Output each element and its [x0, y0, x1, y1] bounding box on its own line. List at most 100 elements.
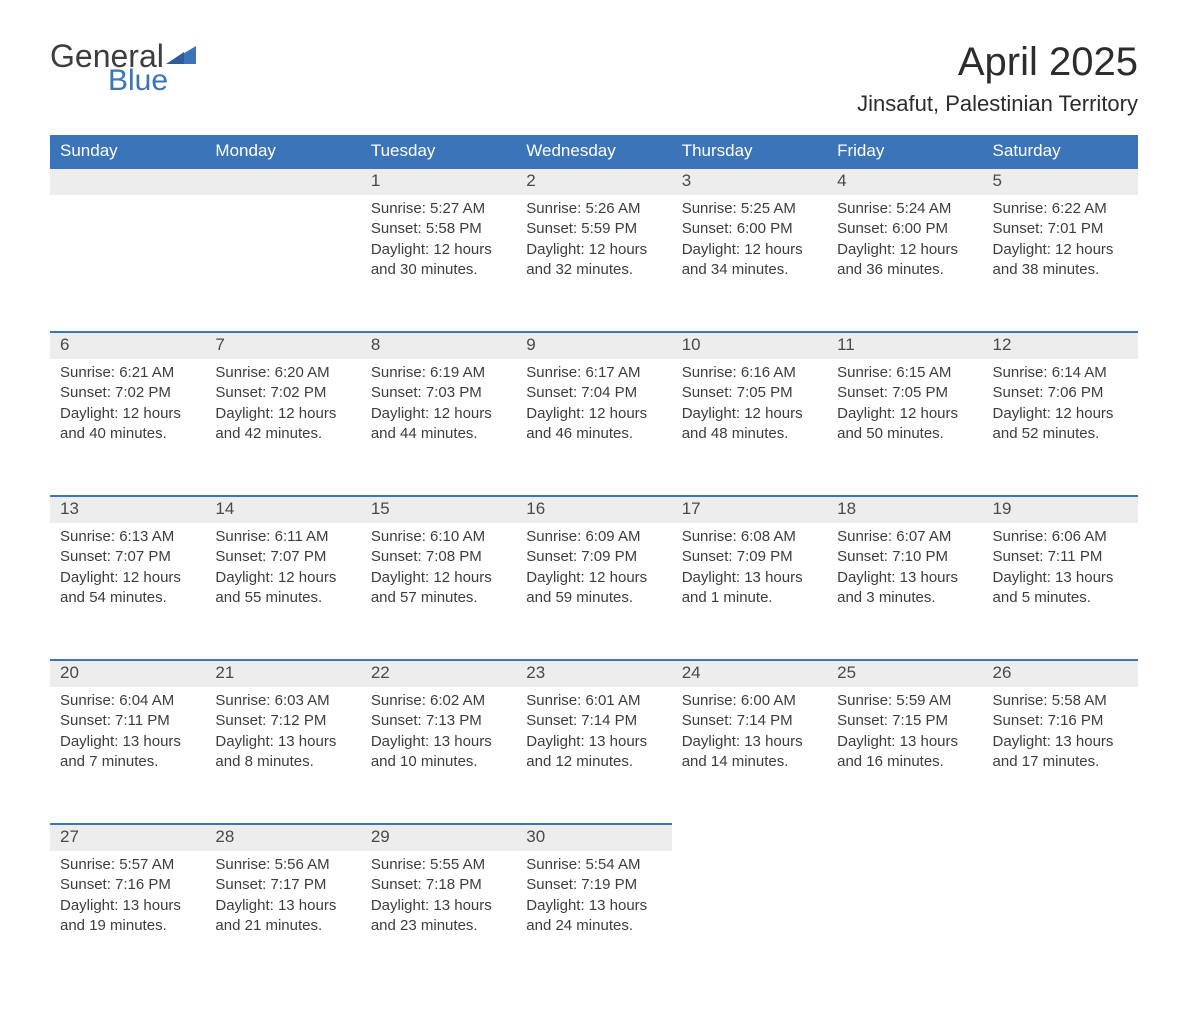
weekday-header: Sunday	[50, 135, 205, 167]
day-content: Sunrise: 6:10 AMSunset: 7:08 PMDaylight:…	[361, 523, 516, 622]
day-number: 17	[672, 495, 827, 523]
daylight-line: Daylight: 13 hours and 16 minutes.	[837, 732, 972, 773]
sunrise-line: Sunrise: 5:26 AM	[526, 199, 661, 219]
day-cell: Sunrise: 6:10 AMSunset: 7:08 PMDaylight:…	[361, 523, 516, 659]
daylight-line: Daylight: 12 hours and 40 minutes.	[60, 404, 195, 445]
day-number: 7	[205, 331, 360, 359]
sunrise-line: Sunrise: 5:24 AM	[837, 199, 972, 219]
sunset-line: Sunset: 7:11 PM	[60, 711, 195, 731]
sunrise-line: Sunrise: 6:17 AM	[526, 363, 661, 383]
day-content: Sunrise: 6:22 AMSunset: 7:01 PMDaylight:…	[983, 195, 1138, 294]
day-content: Sunrise: 5:26 AMSunset: 5:59 PMDaylight:…	[516, 195, 671, 294]
day-content: Sunrise: 6:03 AMSunset: 7:12 PMDaylight:…	[205, 687, 360, 786]
day-content: Sunrise: 6:14 AMSunset: 7:06 PMDaylight:…	[983, 359, 1138, 458]
day-content: Sunrise: 5:55 AMSunset: 7:18 PMDaylight:…	[361, 851, 516, 950]
day-number: 29	[361, 823, 516, 851]
day-cell: Sunrise: 6:11 AMSunset: 7:07 PMDaylight:…	[205, 523, 360, 659]
sunrise-line: Sunrise: 6:20 AM	[215, 363, 350, 383]
week-daynum-row: 12345	[50, 167, 1138, 195]
sunrise-line: Sunrise: 5:56 AM	[215, 855, 350, 875]
day-number-empty	[672, 823, 827, 849]
daylight-line: Daylight: 12 hours and 50 minutes.	[837, 404, 972, 445]
day-cell: Sunrise: 6:06 AMSunset: 7:11 PMDaylight:…	[983, 523, 1138, 659]
sunrise-line: Sunrise: 6:04 AM	[60, 691, 195, 711]
sunrise-line: Sunrise: 6:09 AM	[526, 527, 661, 547]
day-cell	[672, 851, 827, 987]
sunset-line: Sunset: 7:19 PM	[526, 875, 661, 895]
daylight-line: Daylight: 12 hours and 48 minutes.	[682, 404, 817, 445]
day-content: Sunrise: 6:21 AMSunset: 7:02 PMDaylight:…	[50, 359, 205, 458]
sunrise-line: Sunrise: 6:21 AM	[60, 363, 195, 383]
sunset-line: Sunset: 7:03 PM	[371, 383, 506, 403]
week-content-row: Sunrise: 6:04 AMSunset: 7:11 PMDaylight:…	[50, 687, 1138, 823]
daylight-line: Daylight: 12 hours and 44 minutes.	[371, 404, 506, 445]
sunrise-line: Sunrise: 5:57 AM	[60, 855, 195, 875]
day-number: 19	[983, 495, 1138, 523]
daylight-line: Daylight: 12 hours and 46 minutes.	[526, 404, 661, 445]
day-cell: Sunrise: 6:04 AMSunset: 7:11 PMDaylight:…	[50, 687, 205, 823]
daylight-line: Daylight: 13 hours and 3 minutes.	[837, 568, 972, 609]
day-content: Sunrise: 6:15 AMSunset: 7:05 PMDaylight:…	[827, 359, 982, 458]
daylight-line: Daylight: 13 hours and 24 minutes.	[526, 896, 661, 937]
day-number: 14	[205, 495, 360, 523]
day-cell: Sunrise: 5:56 AMSunset: 7:17 PMDaylight:…	[205, 851, 360, 987]
sunrise-line: Sunrise: 6:07 AM	[837, 527, 972, 547]
sunset-line: Sunset: 7:09 PM	[682, 547, 817, 567]
sunrise-line: Sunrise: 5:55 AM	[371, 855, 506, 875]
sunrise-line: Sunrise: 6:08 AM	[682, 527, 817, 547]
day-cell: Sunrise: 5:58 AMSunset: 7:16 PMDaylight:…	[983, 687, 1138, 823]
sunrise-line: Sunrise: 6:02 AM	[371, 691, 506, 711]
weekday-header: Wednesday	[516, 135, 671, 167]
sunrise-line: Sunrise: 5:58 AM	[993, 691, 1128, 711]
day-content: Sunrise: 6:13 AMSunset: 7:07 PMDaylight:…	[50, 523, 205, 622]
week-content-row: Sunrise: 6:21 AM Sunset: 7:02 PM Daylight:…	[50, 359, 1138, 495]
day-number: 21	[205, 659, 360, 687]
day-content: Sunrise: 5:58 AMSunset: 7:16 PMDaylight:…	[983, 687, 1138, 786]
brand-triangle-icon	[166, 44, 196, 68]
sunset-line: Sunset: 7:04 PM	[526, 383, 661, 403]
sunset-line: Sunset: 7:15 PM	[837, 711, 972, 731]
day-cell: Sunrise: 5:24 AMSunset: 6:00 PMDaylight:…	[827, 195, 982, 331]
day-number: 25	[827, 659, 982, 687]
daylight-line: Daylight: 13 hours and 8 minutes.	[215, 732, 350, 773]
sunset-line: Sunset: 7:09 PM	[526, 547, 661, 567]
brand-logo: General Blue	[50, 40, 196, 96]
day-content: Sunrise: 6:06 AMSunset: 7:11 PMDaylight:…	[983, 523, 1138, 622]
daylight-line: Daylight: 13 hours and 7 minutes.	[60, 732, 195, 773]
day-number: 18	[827, 495, 982, 523]
day-cell: Sunrise: 6:08 AMSunset: 7:09 PMDaylight:…	[672, 523, 827, 659]
week-content-row: Sunrise: 6:13 AMSunset: 7:07 PMDaylight:…	[50, 523, 1138, 659]
sunrise-line: Sunrise: 6:14 AM	[993, 363, 1128, 383]
sunset-line: Sunset: 7:02 PM	[215, 383, 350, 403]
day-content: Sunrise: 6:20 AMSunset: 7:02 PMDaylight:…	[205, 359, 360, 458]
day-number: 22	[361, 659, 516, 687]
sunset-line: Sunset: 7:01 PM	[993, 219, 1128, 239]
day-cell: Sunrise: 5:55 AMSunset: 7:18 PMDaylight:…	[361, 851, 516, 987]
day-cell: Sunrise: 5:59 AMSunset: 7:15 PMDaylight:…	[827, 687, 982, 823]
day-number: 11	[827, 331, 982, 359]
sunrise-line: Sunrise: 6:03 AM	[215, 691, 350, 711]
day-cell: Sunrise: 5:26 AMSunset: 5:59 PMDaylight:…	[516, 195, 671, 331]
sunrise-line: Sunrise: 5:27 AM	[371, 199, 506, 219]
day-number: 5	[983, 167, 1138, 195]
weekday-header-row: SundayMondayTuesdayWednesdayThursdayFrid…	[50, 135, 1138, 167]
day-number: 23	[516, 659, 671, 687]
day-content: Sunrise: 5:56 AMSunset: 7:17 PMDaylight:…	[205, 851, 360, 950]
sunset-line: Sunset: 7:07 PM	[215, 547, 350, 567]
daylight-line: Daylight: 12 hours and 57 minutes.	[371, 568, 506, 609]
sunset-line: Sunset: 7:16 PM	[993, 711, 1128, 731]
location: Jinsafut, Palestinian Territory	[857, 91, 1138, 117]
day-content: Sunrise: 5:27 AMSunset: 5:58 PMDaylight:…	[361, 195, 516, 294]
day-cell: Sunrise: 6:16 AMSunset: 7:05 PMDaylight:…	[672, 359, 827, 495]
day-number: 1	[361, 167, 516, 195]
sunset-line: Sunset: 5:58 PM	[371, 219, 506, 239]
sunset-line: Sunset: 7:11 PM	[993, 547, 1128, 567]
daylight-line: Daylight: 12 hours and 52 minutes.	[993, 404, 1128, 445]
daylight-line: Daylight: 13 hours and 21 minutes.	[215, 896, 350, 937]
daylight-line: Daylight: 13 hours and 14 minutes.	[682, 732, 817, 773]
day-content: Sunrise: 6:01 AMSunset: 7:14 PMDaylight:…	[516, 687, 671, 786]
week-daynum-row: 13141516171819	[50, 495, 1138, 523]
day-content: Sunrise: 6:02 AMSunset: 7:13 PMDaylight:…	[361, 687, 516, 786]
day-content: Sunrise: 5:54 AMSunset: 7:19 PMDaylight:…	[516, 851, 671, 950]
day-content: Sunrise: 5:57 AMSunset: 7:16 PMDaylight:…	[50, 851, 205, 950]
